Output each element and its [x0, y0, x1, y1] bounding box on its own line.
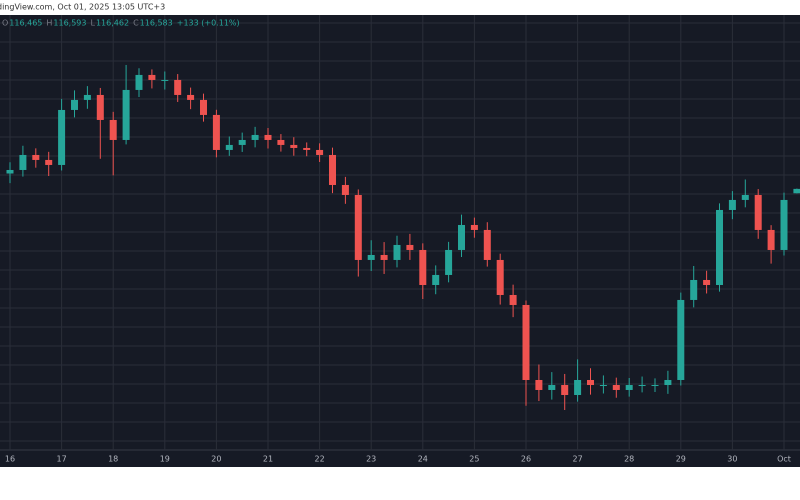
candle-body — [716, 209, 723, 285]
x-tick-label: 26 — [521, 455, 531, 464]
grid: 16 17 18 19 20 21 22 23 24 25 26 27 28 29 30 Oct — [0, 15, 800, 464]
candle-body — [458, 224, 465, 250]
candle-body — [96, 94, 104, 120]
ohlc-key: C — [133, 19, 139, 28]
x-tick-label: 27 — [573, 455, 583, 464]
candle-body — [393, 244, 401, 260]
x-tick-label: 28 — [624, 455, 634, 464]
candle-body — [161, 79, 169, 81]
ohlc-value: 116,465 — [9, 19, 42, 28]
x-tick-label: 22 — [315, 455, 325, 464]
ohlc-value: 116,462 — [96, 19, 129, 28]
candle-body — [690, 279, 698, 300]
candle-body — [651, 385, 659, 387]
candle-body — [664, 379, 672, 386]
candles — [6, 64, 800, 411]
plot-background — [0, 15, 800, 467]
candle-body — [496, 259, 504, 295]
candle-body — [148, 74, 156, 80]
candle-body — [419, 249, 427, 285]
x-tick-label: 19 — [160, 455, 170, 464]
x-tick-label: 25 — [469, 455, 479, 464]
candle-body — [509, 294, 517, 305]
candle-body — [470, 224, 478, 230]
candle-body — [483, 229, 491, 260]
candle-body — [212, 114, 220, 150]
x-tick-label: 21 — [263, 455, 273, 464]
x-tick-label: 17 — [57, 455, 67, 464]
candle-body — [290, 144, 298, 148]
candle-body — [83, 94, 91, 100]
x-tick-label: 29 — [676, 455, 686, 464]
candle-body — [728, 199, 736, 210]
candle-body — [380, 254, 388, 260]
candle-body — [32, 154, 40, 160]
candle-body — [625, 385, 633, 390]
candle-body — [122, 89, 130, 140]
candle-body — [225, 144, 233, 150]
x-tick-label: 24 — [418, 455, 428, 464]
candle-body — [6, 169, 14, 174]
x-tick-label: 18 — [108, 455, 118, 464]
candle-body — [599, 385, 607, 387]
source-text: dingView.com, Oct 01, 2025 13:05 UTC+3 — [0, 3, 165, 12]
x-tick-label: 23 — [366, 455, 376, 464]
candle-body — [535, 379, 543, 390]
candle-body — [174, 79, 182, 95]
candle-body — [793, 188, 800, 194]
ohlc-value: 116,583 — [140, 19, 173, 28]
x-tick-label: 20 — [211, 455, 221, 464]
candle-body — [741, 194, 749, 200]
candle-body — [277, 139, 285, 145]
candle-body — [445, 249, 453, 275]
candle-body — [354, 194, 362, 260]
candle-body — [341, 184, 349, 195]
candle-body — [432, 274, 440, 285]
candle-body — [251, 134, 259, 140]
candle-body — [303, 147, 311, 150]
candle-body — [561, 385, 569, 395]
candle-body — [238, 139, 246, 145]
candle-body — [638, 385, 646, 387]
x-tick-label: Oct — [777, 455, 791, 464]
candle-body — [19, 154, 27, 170]
candle-body — [45, 159, 53, 165]
candle-body — [367, 254, 375, 260]
top-bar — [0, 0, 800, 15]
candle-body — [754, 194, 762, 230]
ohlc-key: L — [91, 19, 96, 28]
candle-body — [780, 199, 788, 250]
ohlc-key: O — [2, 19, 8, 28]
candle-body — [71, 99, 78, 110]
candle-body — [264, 134, 272, 140]
candle-body — [522, 304, 530, 380]
ohlc-key: H — [46, 19, 52, 28]
candle-body — [200, 99, 207, 115]
x-tick-label: 16 — [5, 455, 15, 464]
candle-body — [587, 379, 594, 386]
candle-body — [329, 154, 336, 185]
candle-body — [548, 385, 556, 390]
candle-body — [612, 385, 620, 390]
candle-body — [677, 299, 685, 380]
candle-body — [767, 229, 775, 250]
candle-body — [109, 119, 117, 140]
candle-body — [406, 244, 414, 250]
x-tick-label: 30 — [727, 455, 737, 464]
ohlc-change: +133 (+0.11%) — [177, 19, 240, 28]
ohlc-value: 116,593 — [53, 19, 86, 28]
candle-body — [135, 74, 143, 90]
candle-body — [58, 109, 66, 165]
candle-body — [316, 149, 324, 155]
candle-body — [187, 94, 195, 100]
candle-body — [574, 379, 582, 395]
candle-body — [703, 279, 711, 285]
ohlc-legend: O 116,465 H 116,593 L 116,462 C 116,583 +133 (+0… — [2, 19, 240, 28]
